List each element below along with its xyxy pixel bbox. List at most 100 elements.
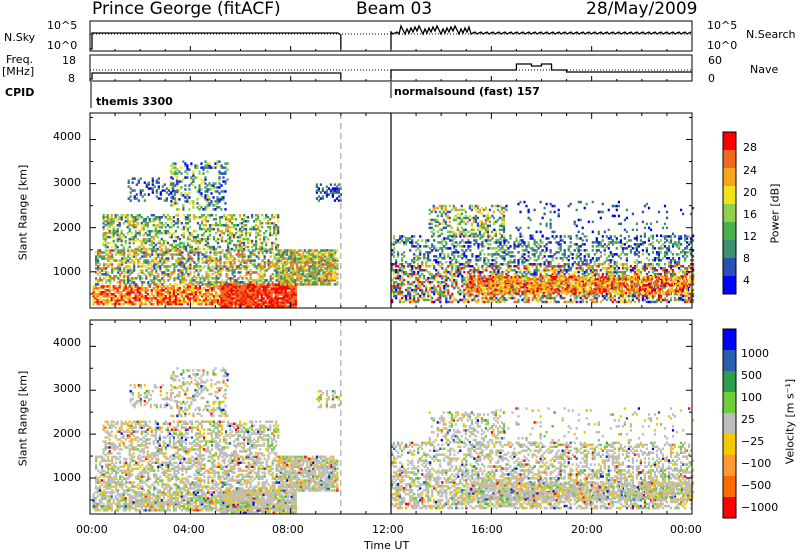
power-cell (222, 231, 226, 235)
power-cell (199, 251, 202, 254)
power-cell (161, 277, 164, 280)
power-cell (278, 297, 281, 300)
power-cell (157, 181, 160, 184)
power-cell (599, 263, 602, 266)
power-cell (214, 186, 217, 189)
power-cell (154, 287, 157, 290)
power-cell (127, 271, 130, 274)
power-cell (334, 269, 337, 272)
power-cell (533, 263, 536, 266)
power-cell (563, 296, 566, 300)
freq-ytick-bottom: 8 (68, 72, 75, 85)
beam-label: Beam 03 (356, 0, 433, 19)
power-cell (397, 282, 400, 286)
power-cell (153, 277, 156, 280)
power-cell (186, 287, 189, 290)
power-cell (198, 208, 201, 211)
power-cell (163, 271, 166, 274)
power-cell (433, 284, 436, 288)
power-cell (180, 186, 183, 189)
power-cell (276, 303, 279, 306)
power-cell (625, 294, 628, 298)
nave-ytick-top: 60 (708, 54, 722, 67)
power-cell (152, 214, 155, 217)
power-cell (133, 177, 136, 180)
power-cell (269, 261, 272, 264)
power-cell (238, 293, 241, 296)
power-cell (165, 267, 168, 270)
power-cell (154, 291, 157, 294)
power-cell (227, 241, 230, 245)
power-cell (155, 195, 158, 198)
power-cell (561, 296, 564, 300)
power-cell (294, 293, 297, 296)
power-cell (146, 237, 149, 241)
power-cell (260, 301, 263, 304)
power-cell (407, 286, 410, 290)
power-cell (170, 180, 173, 183)
power-cell (266, 305, 269, 308)
power-cell (290, 275, 293, 278)
power-cell (249, 291, 252, 294)
power-cell (108, 229, 111, 233)
power-cell (230, 287, 233, 290)
power-cell (134, 285, 137, 288)
power-cell (294, 299, 297, 302)
power-cell (126, 247, 129, 251)
power-cell (151, 253, 154, 256)
power-cell (172, 289, 175, 292)
power-cell (417, 292, 420, 296)
power-cell (167, 251, 170, 254)
power-cell (104, 299, 107, 302)
power-cell (132, 302, 135, 306)
power-cell (256, 287, 259, 290)
power-cell (171, 273, 174, 276)
power-cell (208, 188, 211, 191)
power-cell (411, 294, 414, 298)
power-cell (97, 255, 100, 258)
power-cell (232, 287, 235, 290)
power-cell (188, 285, 191, 288)
power-cell (145, 253, 148, 256)
power-cell (225, 253, 228, 256)
power-cell (105, 273, 108, 276)
power-cell (156, 289, 159, 292)
power-cell (133, 261, 136, 264)
power-cell (337, 195, 340, 198)
power-cell (237, 295, 240, 298)
power-cell (110, 293, 113, 296)
power-cell (151, 269, 154, 272)
power-cell (294, 291, 297, 294)
power-cell (262, 291, 265, 294)
power-cell (477, 294, 480, 298)
power-cell (272, 291, 275, 294)
power-cell (621, 300, 624, 304)
power-cell (206, 162, 209, 165)
power-cell (155, 259, 158, 262)
power-cell (272, 285, 275, 288)
power-cell (409, 290, 412, 294)
power-cell (195, 277, 198, 280)
power-cell (200, 293, 204, 296)
power-cell (409, 263, 412, 266)
power-cell (178, 300, 181, 304)
power-cell (177, 261, 180, 264)
power-cell (258, 305, 261, 308)
power-cell (429, 298, 432, 302)
power-cell (317, 199, 320, 202)
power-cell (226, 289, 229, 292)
power-cell (583, 270, 586, 274)
power-cell (533, 294, 536, 298)
power-cell (153, 249, 156, 252)
power-cell (184, 162, 187, 165)
power-cell (156, 299, 159, 302)
power-cell (134, 289, 137, 292)
power-cell (224, 202, 227, 205)
power-cell (182, 204, 185, 207)
power-cell (166, 241, 169, 245)
power-cell (164, 297, 167, 300)
power-cell (523, 265, 526, 268)
power-cell (257, 214, 260, 217)
power-cell (437, 284, 440, 288)
power-cell (284, 299, 287, 302)
